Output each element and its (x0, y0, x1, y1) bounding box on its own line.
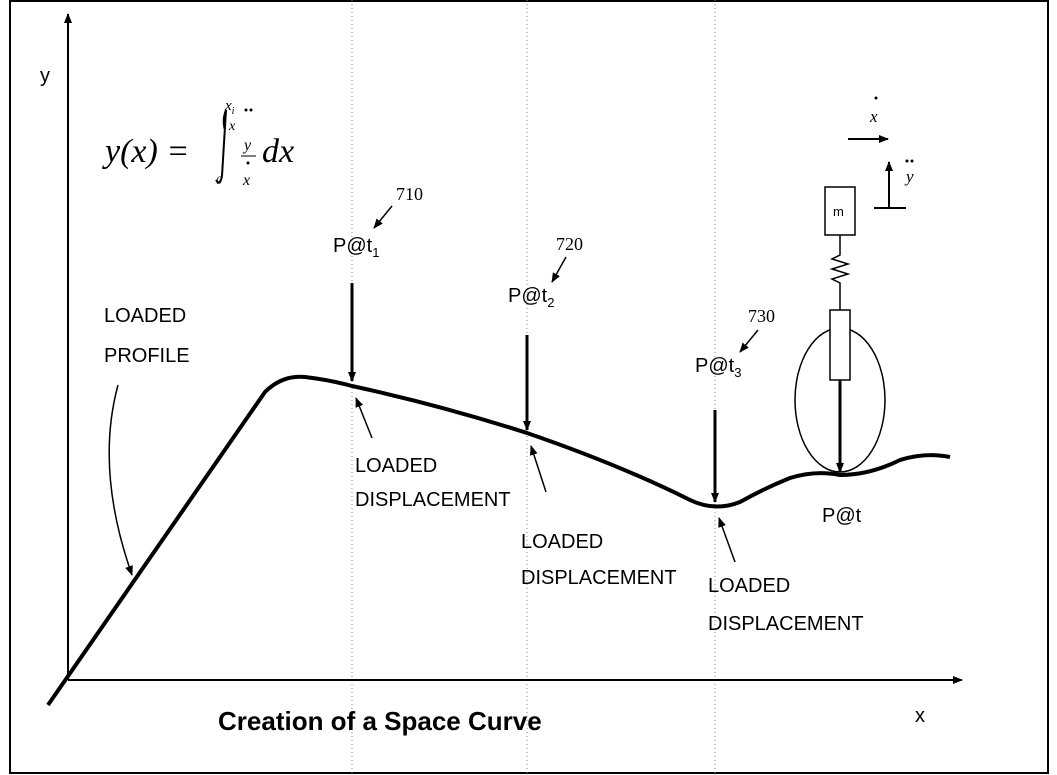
profile-label: PROFILE (104, 345, 190, 367)
quarter-car-model: m P@t (794, 186, 886, 527)
mass-box (824, 186, 856, 236)
displacement-label: DISPLACEMENT (355, 489, 511, 511)
space-curve (46, 374, 951, 707)
differential: dx (262, 133, 294, 170)
formula-lhs: y(x) = (102, 133, 189, 170)
rate-legend: x y (848, 96, 914, 209)
leader (355, 397, 373, 439)
ref-number: 710 (396, 184, 423, 204)
integral-sign (215, 109, 227, 184)
damper (829, 309, 851, 381)
leader (529, 445, 547, 493)
leader (739, 329, 759, 353)
leader (551, 256, 567, 283)
displacement-label: DISPLACEMENT (708, 613, 864, 635)
load-label: P@t2 (508, 285, 554, 310)
profile-label: LOADED (104, 305, 186, 327)
denominator: x (242, 172, 250, 189)
inner-var: x (228, 119, 236, 134)
dot (905, 159, 909, 163)
displacement-label: LOADED (521, 531, 603, 553)
load-label: P@t3 (695, 355, 741, 380)
formula: y(x) = xi 0 x y x dx (102, 98, 294, 189)
dot (246, 161, 250, 165)
frame (9, 0, 1049, 774)
wheel-load-label: P@t (822, 505, 862, 527)
mass-label: m (833, 204, 844, 219)
upper-limit: xi (224, 98, 235, 117)
dot (244, 108, 248, 112)
spring (829, 235, 851, 310)
x-rate-label: x (869, 107, 878, 126)
ref-number: 730 (748, 306, 775, 326)
leader (108, 384, 133, 576)
dot (874, 96, 878, 100)
y-accel-label: y (904, 167, 914, 186)
y-label: y (40, 65, 50, 87)
dot (910, 159, 914, 163)
displacement-label: DISPLACEMENT (521, 567, 677, 589)
x-label: x (915, 705, 925, 727)
lower-limit: 0 (216, 173, 222, 187)
displacement-label: LOADED (355, 455, 437, 477)
load-label: P@t1 (333, 235, 379, 260)
dot (249, 108, 253, 112)
numerator: y (242, 137, 252, 154)
leader (373, 205, 393, 229)
ref-number: 720 (556, 234, 583, 254)
leader (718, 517, 736, 563)
title: Creation of a Space Curve (218, 706, 542, 736)
displacement-label: LOADED (708, 575, 790, 597)
